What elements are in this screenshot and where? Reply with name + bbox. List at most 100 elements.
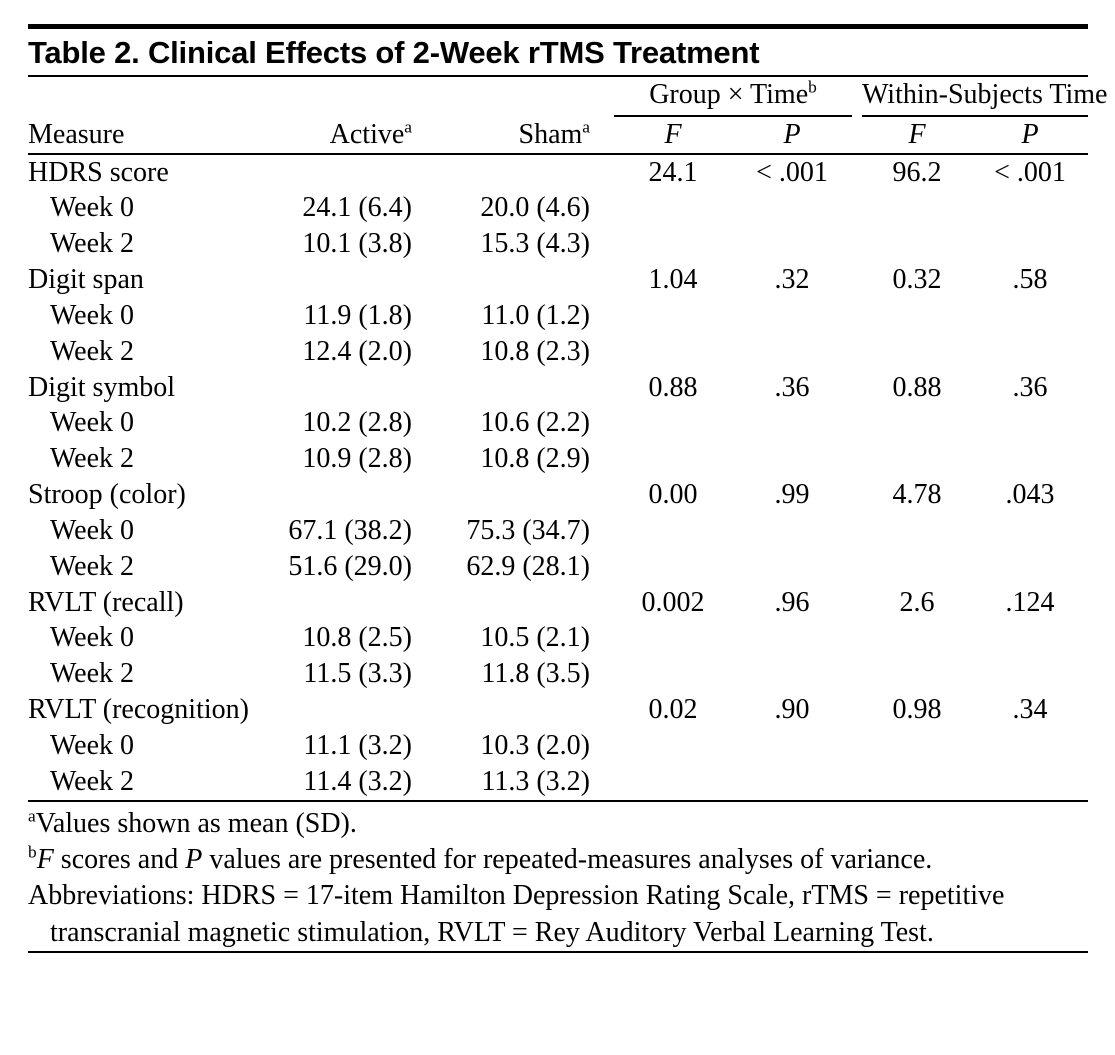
value-cell: 12.4 (2.0): [258, 334, 436, 370]
value-cell: 75.3 (34.7): [436, 513, 614, 549]
value-cell: 11.3 (3.2): [436, 764, 614, 800]
week-label: Week 0: [28, 405, 258, 441]
week-label: Week 2: [28, 334, 258, 370]
table-row: Week 210.9 (2.8)10.8 (2.9): [28, 441, 1088, 477]
header-ws-P: P: [972, 116, 1088, 153]
footnote-abbr: Abbreviations: HDRS = 17-item Hamilton D…: [28, 878, 1088, 951]
bottom-rule: [28, 951, 1088, 953]
week-label: Week 2: [28, 764, 258, 800]
value-cell: 11.0 (1.2): [436, 298, 614, 334]
measure-name: HDRS score: [28, 155, 258, 191]
measure-name: Stroop (color): [28, 477, 258, 513]
value-cell: 11.4 (3.2): [258, 764, 436, 800]
value-cell: 10.8 (2.9): [436, 441, 614, 477]
week-label: Week 0: [28, 298, 258, 334]
value-cell: 10.2 (2.8): [258, 405, 436, 441]
value-cell: 62.9 (28.1): [436, 549, 614, 585]
stat-cell: 24.1: [614, 155, 732, 191]
header-sham: Shama: [436, 77, 614, 153]
stat-cell: 4.78: [862, 477, 972, 513]
measure-name: RVLT (recognition): [28, 692, 258, 728]
stat-cell: 0.88: [862, 370, 972, 406]
footnote-a: aValues shown as mean (SD).: [28, 806, 1088, 842]
measure-name: Digit span: [28, 262, 258, 298]
stat-cell: .96: [732, 585, 852, 621]
stat-cell: 0.32: [862, 262, 972, 298]
table-row: RVLT (recognition) 0.02.90 0.98.34: [28, 692, 1088, 728]
table-row: Stroop (color) 0.00.99 4.78.043: [28, 477, 1088, 513]
stat-cell: 0.02: [614, 692, 732, 728]
stat-cell: .90: [732, 692, 852, 728]
week-label: Week 2: [28, 226, 258, 262]
stat-cell: 0.002: [614, 585, 732, 621]
stat-cell: 1.04: [614, 262, 732, 298]
value-cell: 10.8 (2.3): [436, 334, 614, 370]
stat-cell: .36: [732, 370, 852, 406]
stat-cell: .36: [972, 370, 1088, 406]
week-label: Week 0: [28, 190, 258, 226]
value-cell: 67.1 (38.2): [258, 513, 436, 549]
table-row: Week 011.9 (1.8)11.0 (1.2): [28, 298, 1088, 334]
footnote-b: bF scores and P values are presented for…: [28, 842, 1088, 878]
table-row: Week 251.6 (29.0)62.9 (28.1): [28, 549, 1088, 585]
value-cell: 11.8 (3.5): [436, 656, 614, 692]
value-cell: 10.9 (2.8): [258, 441, 436, 477]
week-label: Week 0: [28, 620, 258, 656]
stat-cell: .124: [972, 585, 1088, 621]
table-row: Digit span 1.04.32 0.32.58: [28, 262, 1088, 298]
value-cell: 11.5 (3.3): [258, 656, 436, 692]
week-label: Week 2: [28, 441, 258, 477]
stat-cell: 2.6: [862, 585, 972, 621]
table-title: Table 2. Clinical Effects of 2-Week rTMS…: [28, 29, 1088, 75]
table-row: Digit symbol0.88.360.88.36: [28, 370, 1088, 406]
value-cell: 24.1 (6.4): [258, 190, 436, 226]
clinical-effects-table: Table 2. Clinical Effects of 2-Week rTMS…: [28, 24, 1088, 953]
table-row: Week 210.1 (3.8)15.3 (4.3): [28, 226, 1088, 262]
measure-name: Digit symbol: [28, 370, 258, 406]
stat-cell: 0.88: [614, 370, 732, 406]
stat-cell: < .001: [732, 155, 852, 191]
week-label: Week 0: [28, 513, 258, 549]
value-cell: 11.9 (1.8): [258, 298, 436, 334]
header-within-subjects: Within-Subjects Time Effectb: [862, 77, 1088, 116]
stat-cell: .99: [732, 477, 852, 513]
stat-cell: 0.98: [862, 692, 972, 728]
header-ws-F: F: [862, 116, 972, 153]
value-cell: 10.1 (3.8): [258, 226, 436, 262]
stat-cell: 0.00: [614, 477, 732, 513]
table-row: Week 067.1 (38.2)75.3 (34.7): [28, 513, 1088, 549]
value-cell: 10.8 (2.5): [258, 620, 436, 656]
week-label: Week 2: [28, 656, 258, 692]
stat-cell: 96.2: [862, 155, 972, 191]
table-row: Week 010.8 (2.5)10.5 (2.1): [28, 620, 1088, 656]
stat-cell: .32: [732, 262, 852, 298]
table-row: Week 211.5 (3.3)11.8 (3.5): [28, 656, 1088, 692]
table-row: Week 011.1 (3.2)10.3 (2.0): [28, 728, 1088, 764]
header-active: Activea: [258, 77, 436, 153]
table-row: Week 212.4 (2.0)10.8 (2.3): [28, 334, 1088, 370]
stat-cell: .58: [972, 262, 1088, 298]
table-row: Week 211.4 (3.2)11.3 (3.2): [28, 764, 1088, 800]
stat-cell: .043: [972, 477, 1088, 513]
week-label: Week 2: [28, 549, 258, 585]
footnotes: aValues shown as mean (SD). bF scores an…: [28, 802, 1088, 952]
value-cell: 10.3 (2.0): [436, 728, 614, 764]
stat-cell: .34: [972, 692, 1088, 728]
value-cell: 10.6 (2.2): [436, 405, 614, 441]
header-measure: Measure: [28, 77, 258, 153]
value-cell: 20.0 (4.6): [436, 190, 614, 226]
header-gt-P: P: [732, 116, 852, 153]
table-row: Week 024.1 (6.4)20.0 (4.6): [28, 190, 1088, 226]
table-row: RVLT (recall) 0.002.96 2.6.124: [28, 585, 1088, 621]
table-row: HDRS score24.1< .00196.2< .001: [28, 155, 1088, 191]
stat-cell: < .001: [972, 155, 1088, 191]
header-group-time: Group × Timeb: [614, 77, 852, 116]
measure-name: RVLT (recall): [28, 585, 258, 621]
value-cell: 11.1 (3.2): [258, 728, 436, 764]
value-cell: 51.6 (29.0): [258, 549, 436, 585]
week-label: Week 0: [28, 728, 258, 764]
table-header: Measure Activea Shama Group × Timeb With…: [28, 77, 1088, 153]
data-table: Measure Activea Shama Group × Timeb With…: [28, 77, 1088, 800]
table-row: Week 010.2 (2.8)10.6 (2.2): [28, 405, 1088, 441]
value-cell: 10.5 (2.1): [436, 620, 614, 656]
